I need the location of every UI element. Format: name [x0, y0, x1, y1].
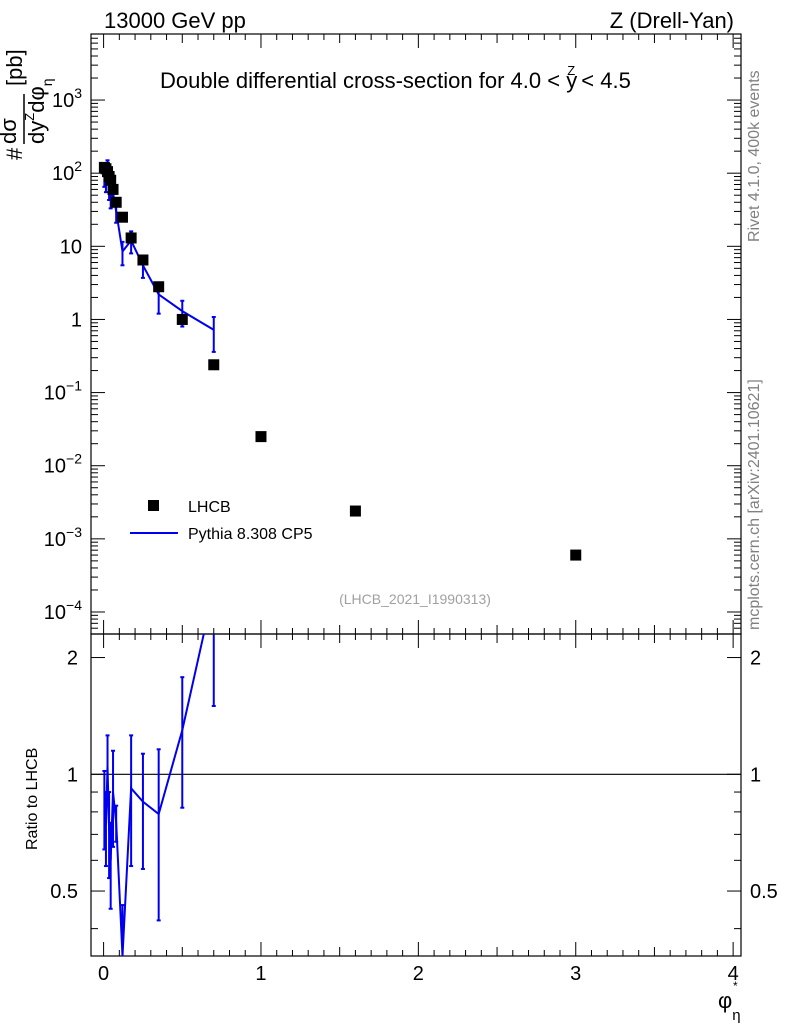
- chart-title: Double differential cross-section for 4.…: [160, 63, 631, 93]
- x-tick-label: 2: [413, 963, 424, 985]
- ratio-y-tick-label-left: 1: [67, 764, 78, 786]
- legend-label-lhcb: LHCB: [188, 499, 231, 516]
- y-tick-label: 10−4: [44, 597, 82, 624]
- lhcb-data-point: [107, 183, 119, 195]
- x-tick-label: 1: [255, 963, 266, 985]
- legend: LHCB Pythia 8.308 CP5: [130, 499, 313, 543]
- ratio-y-tick-label-left: 0.5: [50, 881, 78, 903]
- y-tick-label: 1: [71, 309, 82, 331]
- ratio-frame: [90, 633, 742, 957]
- x-tick-label: 0: [98, 963, 109, 985]
- legend-label-pythia: Pythia 8.308 CP5: [188, 526, 313, 543]
- series-ratio: [102, 634, 216, 956]
- main-frame: [90, 33, 742, 635]
- svg-text:*: *: [0, 100, 7, 105]
- series-lhcb: [98, 161, 582, 561]
- lhcb-data-point: [349, 505, 361, 517]
- main-panel: 10−4 10−3 10−2 10−1 1 10 102 103: [44, 33, 742, 635]
- svg-text:dσ: dσ: [0, 118, 21, 144]
- x-axis-label: φη: [718, 988, 741, 1024]
- lhcb-data-point: [116, 211, 128, 223]
- x-axis-label-star: *: [733, 979, 738, 993]
- y-tick-label: 10−2: [44, 451, 82, 478]
- svg-text:[pb]: [pb]: [2, 49, 27, 86]
- y-tick-label: 102: [52, 158, 82, 185]
- lhcb-data-point: [125, 232, 137, 244]
- header-process: 13000 GeV pp: [104, 8, 246, 33]
- x-tick-label: 4: [728, 963, 739, 985]
- y-tick-label: 10−1: [44, 378, 82, 405]
- svg-text:#: #: [2, 147, 27, 160]
- series-pythia: [102, 159, 216, 353]
- y-tick-label: 103: [52, 85, 82, 112]
- ratio-y-tick-label-left: 2: [67, 648, 78, 670]
- lhcb-data-point: [110, 196, 122, 208]
- ratio-y-tick-label-right: 2: [750, 648, 761, 670]
- lhcb-data-point: [137, 254, 149, 266]
- legend-marker-lhcb: [148, 500, 159, 511]
- x-tick-label: 3: [570, 963, 581, 985]
- y-tick-label: 10−3: [44, 524, 82, 551]
- analysis-id-label: (LHCB_2021_I1990313): [339, 591, 491, 607]
- ratio-panel: 0 1 2 3 4 0.5 0.5 1 1 2 2: [50, 633, 778, 985]
- header-channel: Z (Drell-Yan): [609, 8, 734, 33]
- ratio-y-tick-label-right: 1: [750, 764, 761, 786]
- lhcb-data-point: [176, 313, 188, 325]
- svg-text:dyZdφη: dyZdφη: [22, 78, 55, 144]
- lhcb-data-point: [153, 281, 165, 293]
- y-tick-label: 10: [60, 236, 82, 258]
- ratio-y-tick-label-right: 0.5: [750, 881, 778, 903]
- ratio-line: [103, 634, 205, 956]
- lhcb-data-point: [105, 174, 117, 186]
- ratio-y-axis-label: Ratio to LHCB: [24, 748, 41, 850]
- lhcb-data-point: [570, 549, 582, 561]
- y-axis-label: # dσ * dyZdφη [pb]: [0, 49, 55, 160]
- lhcb-data-point: [208, 359, 220, 371]
- lhcb-data-point: [255, 431, 267, 443]
